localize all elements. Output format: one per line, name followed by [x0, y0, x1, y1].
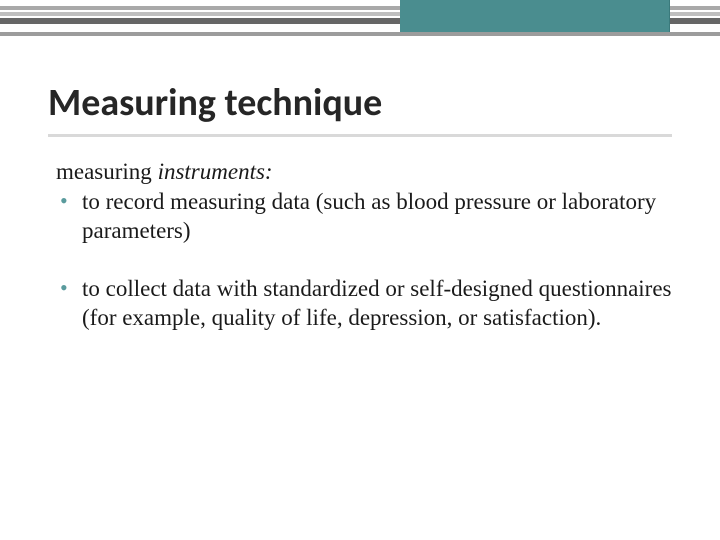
header-decoration	[0, 0, 720, 48]
header-bar-4	[0, 32, 720, 36]
bullet-item: to collect data with standardized or sel…	[56, 274, 672, 333]
bullet-list: to record measuring data (such as blood …	[56, 187, 672, 333]
subheading: measuring instruments:	[56, 159, 672, 185]
bullet-item: to record measuring data (such as blood …	[56, 187, 672, 246]
title-underline	[48, 134, 672, 137]
subheading-italic: instruments:	[158, 159, 273, 184]
header-teal-box	[400, 0, 670, 32]
subheading-prefix: measuring	[56, 159, 158, 184]
slide-title: Measuring technique	[48, 80, 672, 126]
slide-content: Measuring technique measuring instrument…	[0, 0, 720, 333]
